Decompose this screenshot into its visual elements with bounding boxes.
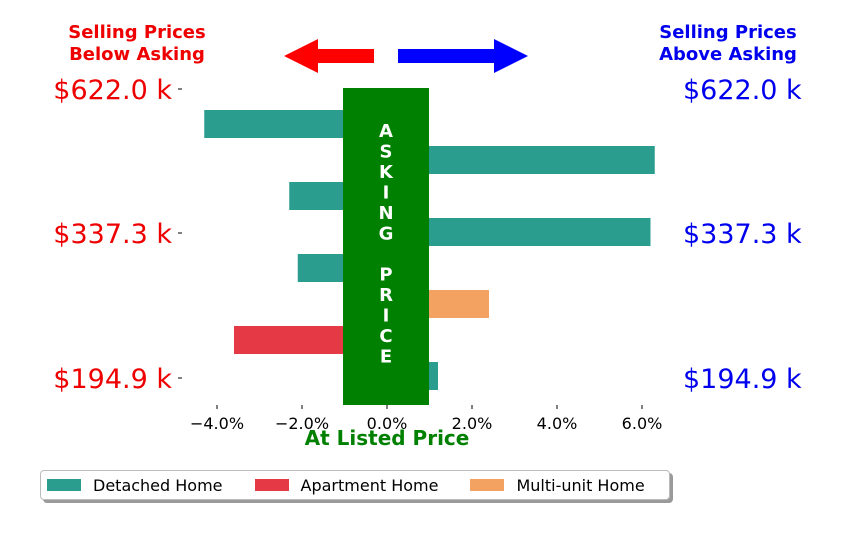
legend-item-multiunit: Multi-unit Home bbox=[470, 475, 645, 495]
band-letter: G bbox=[379, 224, 394, 245]
x-axis-title: At Listed Price bbox=[305, 426, 470, 450]
band-letter: S bbox=[380, 142, 393, 163]
band-letter: I bbox=[383, 306, 390, 327]
band-letter: P bbox=[379, 265, 392, 286]
band-letter: E bbox=[380, 347, 392, 368]
band-letter: C bbox=[379, 326, 392, 347]
legend-label: Apartment Home bbox=[300, 475, 439, 495]
legend-label: Detached Home bbox=[93, 475, 223, 495]
legend: Detached Home Apartment Home Multi-unit … bbox=[40, 470, 670, 500]
x-axis-ticks: −4.0% −2.0% 0.0% 2.0% 4.0% 6.0% bbox=[190, 405, 662, 433]
x-tick-label: −4.0% bbox=[190, 414, 244, 433]
band-letter: R bbox=[379, 285, 393, 306]
y-tick-label-left: $337.3 k bbox=[53, 219, 172, 250]
legend-item-apartment: Apartment Home bbox=[254, 475, 439, 495]
x-tick-label: −2.0% bbox=[275, 414, 329, 433]
band-letter: I bbox=[383, 183, 390, 204]
legend-swatch bbox=[470, 479, 505, 491]
right-arrow-icon bbox=[398, 39, 528, 73]
left-title-line2: Below Asking bbox=[69, 44, 205, 65]
asking-price-band bbox=[343, 88, 429, 405]
y-tick-label-left: $622.0 k bbox=[53, 75, 172, 106]
legend-label: Multi-unit Home bbox=[516, 475, 645, 495]
y-tick-label-right: $622.0 k bbox=[683, 75, 802, 106]
bar bbox=[387, 218, 651, 246]
legend-swatch bbox=[47, 479, 81, 491]
right-title-line2: Above Asking bbox=[659, 44, 797, 65]
left-title-line1: Selling Prices bbox=[68, 22, 205, 43]
band-letter: A bbox=[379, 121, 393, 142]
x-tick-label: 4.0% bbox=[537, 414, 578, 433]
x-tick-label: 2.0% bbox=[452, 414, 493, 433]
y-tick-label-right: $194.9 k bbox=[683, 364, 802, 395]
legend-item-detached: Detached Home bbox=[47, 476, 223, 495]
x-tick-label: 0.0% bbox=[367, 414, 408, 433]
y-tick-label-right: $337.3 k bbox=[683, 219, 802, 250]
band-letter: N bbox=[378, 203, 393, 224]
band-letter: K bbox=[379, 162, 394, 183]
bar bbox=[387, 146, 655, 174]
y-tick-label-left: $194.9 k bbox=[53, 364, 172, 395]
legend-swatch bbox=[254, 479, 289, 491]
x-tick-label: 6.0% bbox=[622, 414, 663, 433]
bars-group bbox=[204, 110, 655, 390]
right-title-line1: Selling Prices bbox=[659, 22, 796, 43]
left-arrow-icon bbox=[284, 39, 374, 73]
